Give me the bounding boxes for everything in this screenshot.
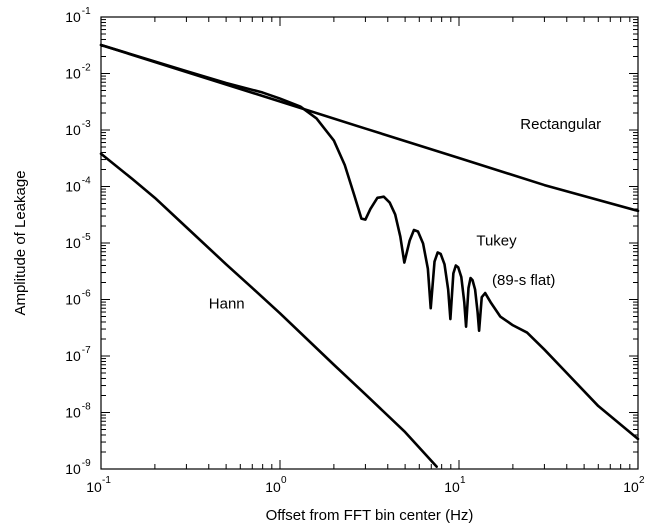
y-axis-label: Amplitude of Leakage [12, 170, 29, 315]
y-tick-label-exponent: -7 [82, 345, 91, 356]
annotation-tukey: Tukey [476, 233, 517, 250]
x-tick-label: 10 [623, 479, 639, 495]
x-tick-label: 10 [265, 479, 281, 495]
tick-labels: 10 -1 10 0 10 1 10 210 -110 -210 -310 -410 -510 -610-… [65, 6, 645, 495]
curve-hann [99, 152, 438, 468]
x-tick-label-exponent: 0 [281, 475, 287, 486]
y-tick-label-exponent: -5 [82, 232, 91, 243]
plot-frame [100, 16, 639, 470]
y-tick-label: 10 [65, 66, 81, 82]
x-tick-label: 10 [86, 479, 102, 495]
y-tick-label-exponent: -6 [82, 289, 91, 300]
y-tick-label: 10 [65, 235, 81, 251]
curve-tukey [99, 43, 640, 441]
y-tick-label: 10 [65, 122, 81, 138]
x-tick-label-exponent: 2 [639, 475, 645, 486]
y-tick-label: 10 [65, 179, 81, 195]
ticks [100, 16, 639, 470]
x-tick-label-exponent: -1 [102, 475, 111, 486]
y-tick-label-exponent: -4 [82, 176, 91, 187]
annotation-hann: Hann [209, 295, 245, 312]
y-tick-label-exponent: -3 [82, 119, 91, 130]
annotation-rectangular: Rectangular [520, 116, 601, 133]
annotations: Rectangular Tukey (89-s flat) Hann [209, 116, 601, 312]
y-tick-label: 10 [65, 461, 81, 477]
y-tick-label: 10 [65, 348, 81, 364]
x-axis-label: Offset from FFT bin center (Hz) [266, 507, 474, 524]
x-tick-label: 10 [444, 479, 460, 495]
x-tick-label-exponent: 1 [460, 475, 466, 486]
y-tick-label-exponent: -1 [82, 6, 91, 17]
y-tick-label-exponent: -9 [82, 458, 91, 469]
y-tick-label-exponent: -8 [82, 402, 91, 413]
y-tick-label: 10 [65, 292, 81, 308]
curves [99, 43, 640, 468]
annotation-tukey-note: (89-s flat) [492, 272, 555, 289]
y-tick-label: 10 [65, 9, 81, 25]
y-tick-label-exponent: -2 [82, 63, 91, 74]
y-tick-label: 10 [65, 405, 81, 421]
